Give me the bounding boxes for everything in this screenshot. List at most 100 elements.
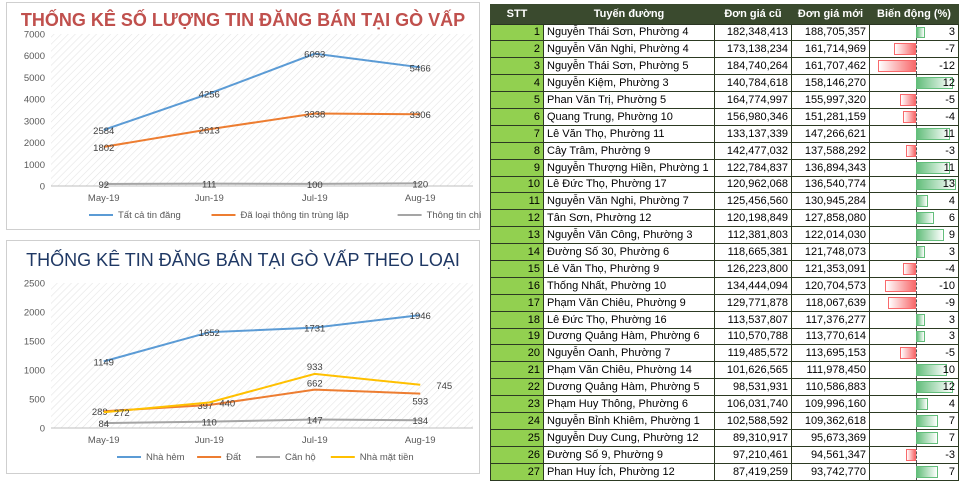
data-label: 111 [202, 180, 216, 191]
table-row: 20 Nguyễn Oanh, Phường 7 119,485,572 113,69… [490, 344, 959, 363]
data-bar [884, 279, 916, 292]
legend-entry: Căn hộ [285, 452, 316, 463]
table-cell: 156,980,346 [714, 107, 792, 126]
table-cell: Đường Số 30, Phường 6 [543, 243, 715, 261]
table-row: 25 Nguyễn Duy Cung, Phường 12 89,310,917 95… [490, 428, 959, 447]
data-bar [887, 296, 916, 309]
table-row: 16 Thống Nhất, Phường 10 134,444,094 120,70… [490, 276, 959, 295]
table-cell: 182,348,413 [714, 23, 792, 42]
data-bar [915, 212, 935, 225]
listing-by-type-plot: 0 500 1000 1500 2000 2500 May-19 Jun-19 Jul-19 Au… [24, 279, 473, 463]
table-cell: 21 [490, 361, 544, 380]
table-cell: 184,740,264 [714, 57, 792, 76]
table-cell: 136,894,343 [791, 158, 870, 177]
table-row: 4 Nguyễn Kiệm, Phường 3 140,784,618 158,146… [490, 74, 959, 93]
plot-area [51, 283, 473, 428]
legend-entry: Nhà mặt tiền [360, 452, 414, 463]
table-cell: 130,945,284 [791, 192, 870, 211]
data-label: 1731 [304, 324, 325, 335]
series-line [103, 182, 421, 186]
data-label: 3338 [304, 110, 325, 121]
y-tick-label: 500 [29, 395, 45, 406]
table-cell: 173,138,234 [714, 40, 792, 59]
column-header: STT [490, 4, 544, 25]
table-cell: 94,561,347 [791, 445, 870, 464]
table-row: 1 Nguyễn Thái Sơn, Phường 4 182,348,413 188… [490, 23, 959, 42]
change-value: 3 [948, 330, 955, 343]
table-cell: 27 [490, 462, 544, 481]
table-cell: 3 [490, 57, 544, 76]
change-value: 13 [942, 178, 955, 191]
table-cell: 95,673,369 [791, 428, 870, 447]
table-cell: Phạm Huy Thông, Phường 6 [543, 395, 715, 413]
data-label: 440 [219, 398, 235, 409]
bar-axis [915, 58, 917, 74]
series-line [103, 314, 421, 363]
table-cell: Cây Trâm, Phường 9 [543, 141, 715, 160]
data-label: 92 [98, 180, 109, 191]
change-value: -12 [939, 60, 955, 73]
table-cell: 25 [490, 428, 544, 447]
x-tick-label: Jun-19 [195, 193, 224, 204]
table-cell: 126,223,800 [714, 259, 792, 278]
y-tick-label: 0 [40, 182, 45, 193]
table-cell: Dương Quảng Hàm, Phường 6 [543, 327, 715, 346]
change-value: 12 [942, 381, 955, 394]
y-tick-label: 7000 [24, 30, 45, 41]
legend-entry: Thông tin chính chủ [427, 210, 481, 221]
table-cell: 7 [869, 428, 959, 447]
table-cell: 24 [490, 411, 544, 430]
data-bar [915, 381, 954, 394]
data-bar [915, 127, 950, 140]
table-cell: 113,770,614 [791, 327, 870, 346]
data-bar [878, 60, 916, 73]
table-cell: Nguyễn Duy Cung, Phường 12 [543, 428, 715, 447]
table-cell: 16 [490, 276, 544, 295]
data-bar [915, 178, 957, 191]
change-value: -3 [945, 144, 955, 157]
table-row: 21 Phạm Văn Chiêu, Phường 14 101,626,565 11… [490, 361, 959, 380]
table-cell: 158,146,270 [791, 74, 870, 93]
table-row: 15 Lê Văn Thọ, Phường 9 126,223,800 121,353… [490, 259, 959, 278]
data-label: 1149 [94, 357, 114, 368]
table-cell: -9 [869, 293, 959, 312]
y-tick-label: 5000 [24, 73, 45, 84]
table-cell: 147,266,621 [791, 124, 870, 143]
table-cell: Nguyễn Thượng Hiền, Phường 1 [543, 158, 715, 177]
table-cell: 5 [490, 91, 544, 109]
table-cell: Nguyễn Văn Nghi, Phường 4 [543, 40, 715, 59]
series-line [103, 112, 421, 148]
column-header: Biến động (%) [869, 4, 959, 25]
change-value: 11 [943, 161, 955, 174]
table-cell: 136,540,774 [791, 175, 870, 194]
bar-axis [915, 92, 917, 108]
table-cell: 3 [869, 327, 959, 346]
series-line [103, 52, 421, 131]
table-cell: 19 [490, 327, 544, 346]
chart-title: THỐNG KÊ SỐ LƯỢNG TIN ĐĂNG BÁN TẠI GÒ VẤ… [20, 10, 466, 30]
table-cell: Lê Văn Thọ, Phường 11 [543, 124, 715, 143]
table-cell: 11 [869, 158, 959, 177]
bar-axis [915, 41, 917, 57]
table-cell: 118,665,381 [714, 243, 792, 261]
change-value: 3 [948, 246, 955, 259]
y-tick-label: 6000 [24, 51, 45, 62]
table-row: 27 Phan Huy Ích, Phường 12 87,419,259 93,74… [490, 462, 959, 481]
data-bar [915, 246, 926, 258]
table-cell: 122,784,837 [714, 158, 792, 177]
data-bar [915, 431, 938, 444]
table-cell: 3 [869, 23, 959, 42]
table-cell: 7 [869, 462, 959, 481]
table-cell: 17 [490, 293, 544, 312]
table-cell: Dương Quảng Hàm, Phường 5 [543, 378, 715, 397]
table-cell: Phan Văn Trị, Phường 5 [543, 91, 715, 109]
change-value: -4 [945, 110, 955, 123]
data-label: 100 [307, 180, 323, 191]
series-line [103, 418, 421, 425]
data-bar [915, 77, 954, 90]
table-cell: Lê Đức Thọ, Phường 16 [543, 310, 715, 329]
table-cell: 6 [869, 209, 959, 228]
table-cell: 106,031,740 [714, 395, 792, 413]
table-cell: Nguyễn Oanh, Phường 7 [543, 344, 715, 363]
data-bar [915, 364, 947, 377]
